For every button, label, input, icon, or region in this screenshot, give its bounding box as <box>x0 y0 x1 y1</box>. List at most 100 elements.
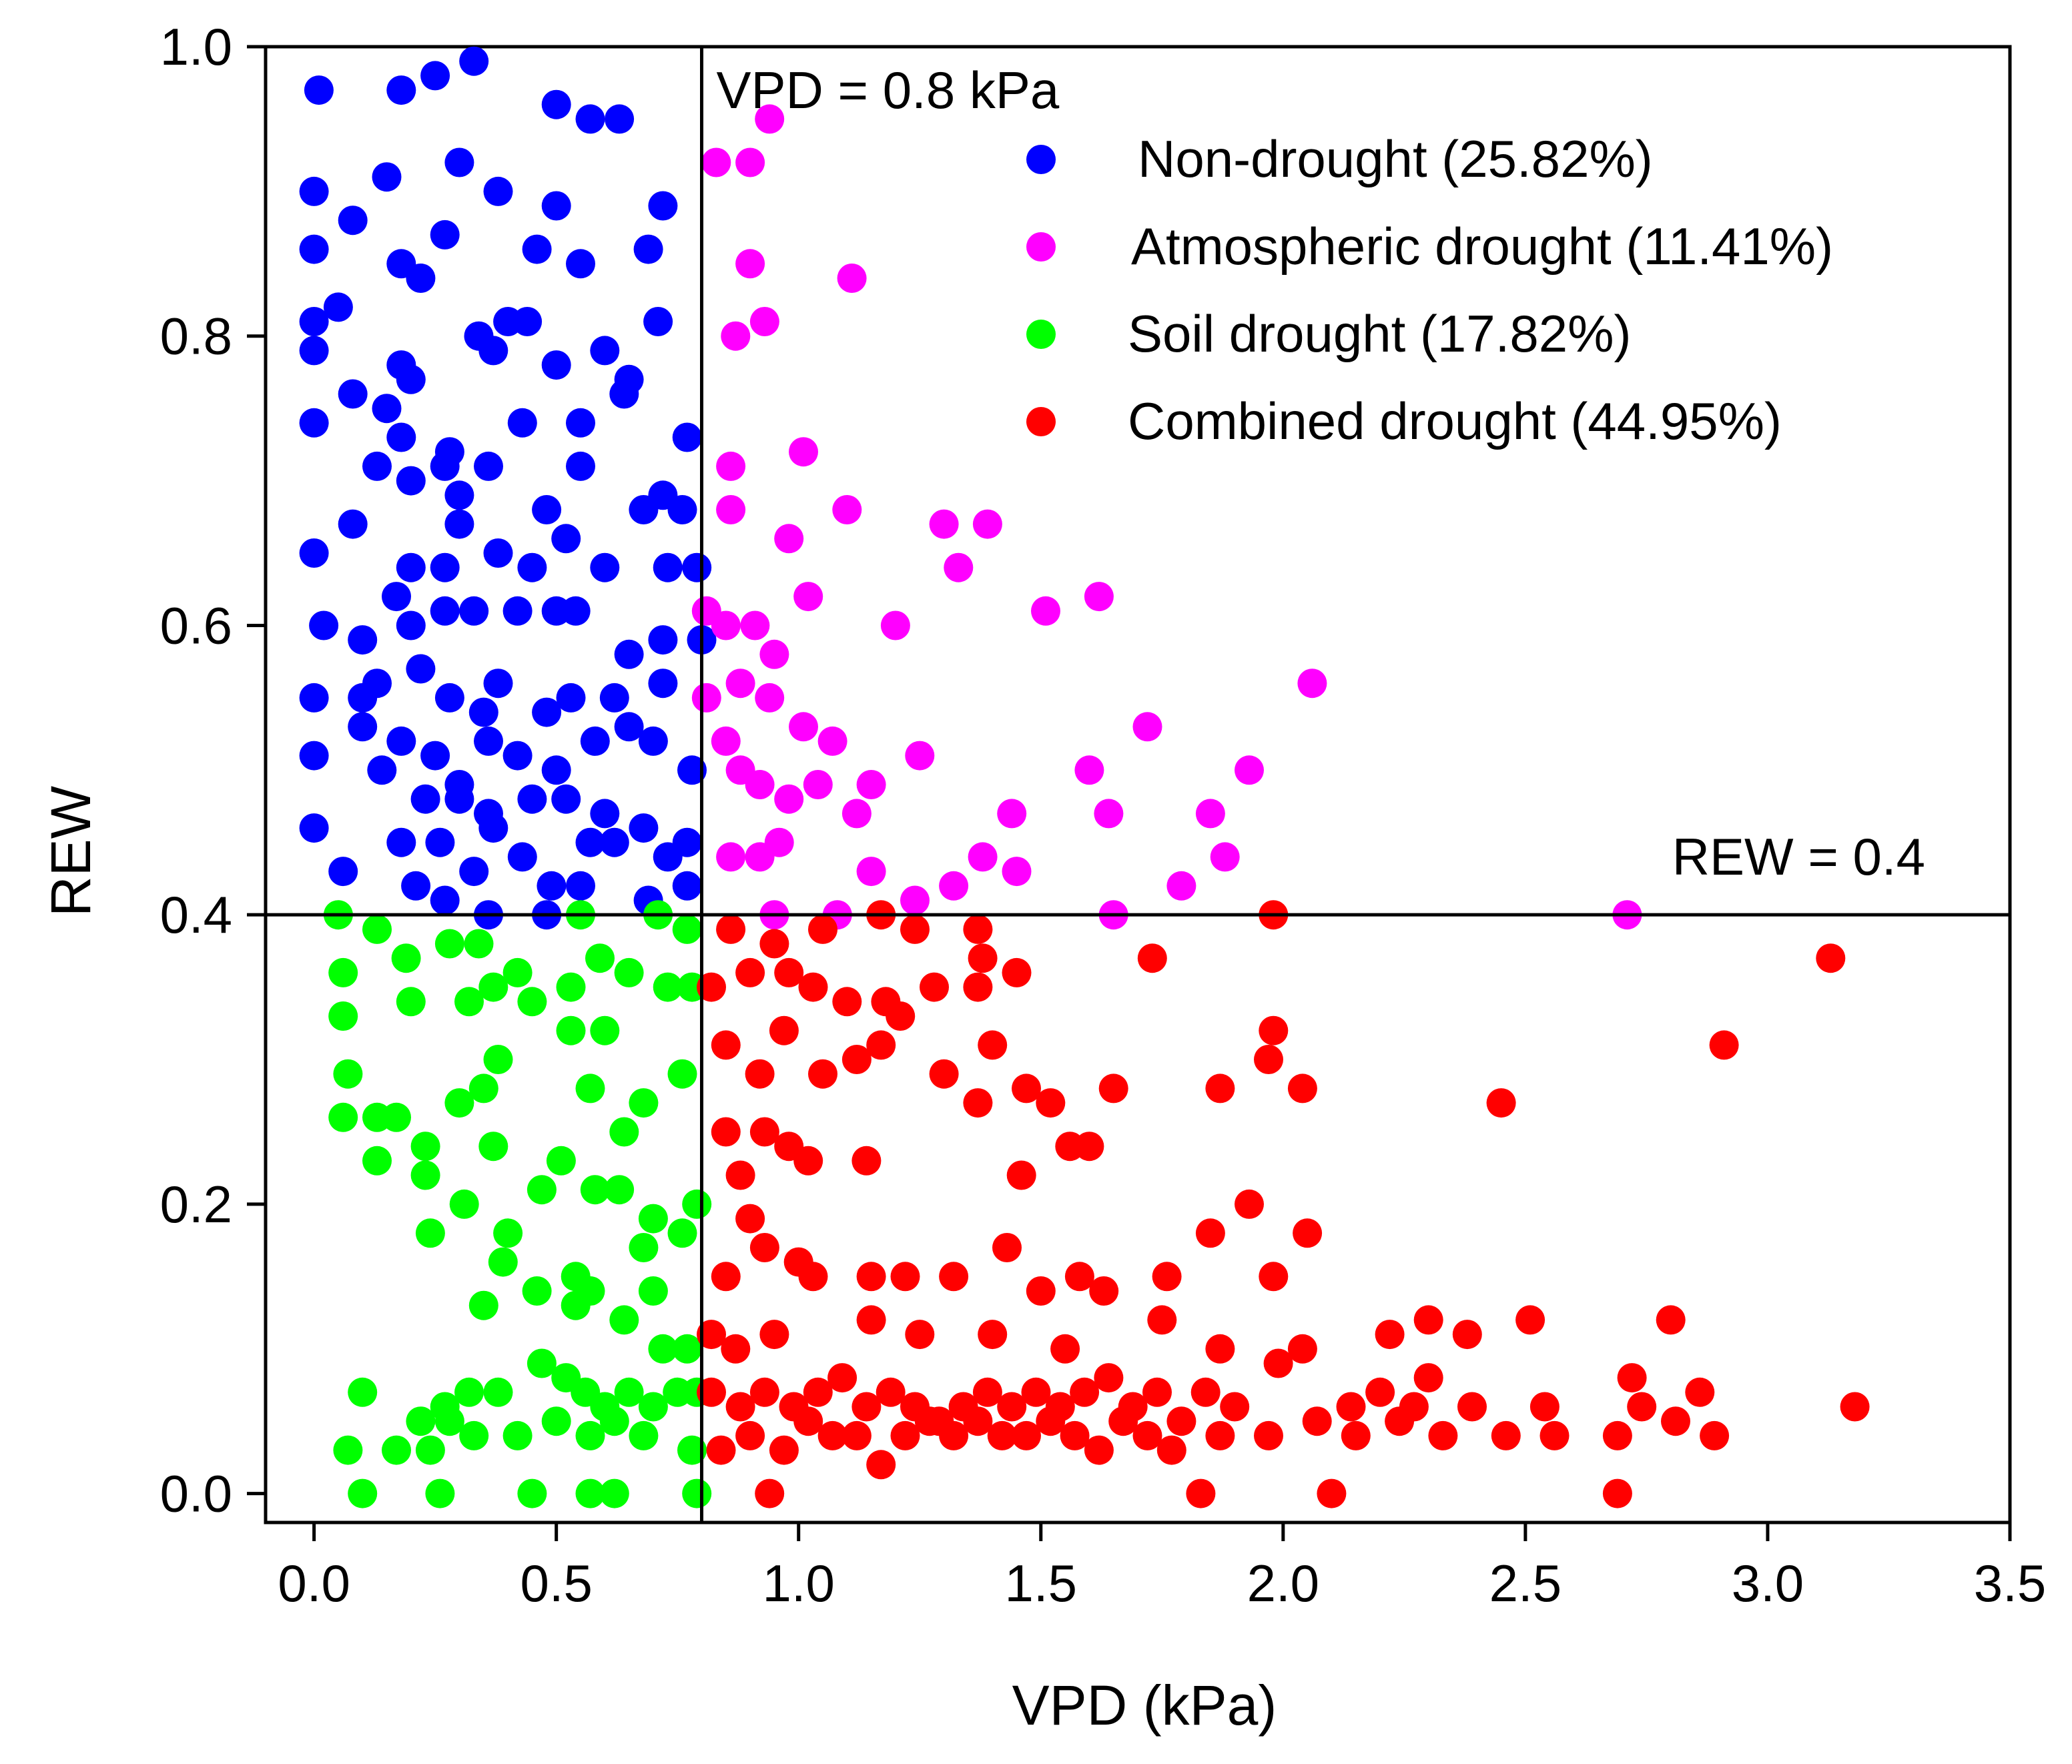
legend: Non-drought (25.82%) Atmospheric drought … <box>1026 129 1833 450</box>
data-point-series-0 <box>386 726 416 756</box>
data-point-series-2 <box>382 1102 411 1132</box>
data-point-series-0 <box>396 552 426 582</box>
data-point-series-0 <box>406 654 436 684</box>
data-point-series-0 <box>459 857 489 887</box>
data-point-series-2 <box>333 1435 363 1465</box>
y-tick-label: 0.8 <box>160 307 232 366</box>
data-point-series-0 <box>590 799 620 829</box>
data-point-series-0 <box>396 364 426 394</box>
data-point-series-0 <box>444 480 474 510</box>
data-point-series-3 <box>1235 1189 1264 1219</box>
data-point-series-1 <box>789 437 818 467</box>
data-point-series-3 <box>1089 1276 1119 1306</box>
data-point-series-3 <box>711 1117 741 1147</box>
data-point-series-2 <box>517 1478 547 1508</box>
data-point-series-1 <box>1031 596 1060 626</box>
data-point-series-0 <box>299 813 329 843</box>
legend-label: Soil drought (17.82%) <box>1128 304 1631 363</box>
data-point-series-0 <box>468 697 498 727</box>
data-point-series-3 <box>992 1233 1022 1262</box>
data-point-series-3 <box>1700 1420 1730 1450</box>
data-point-series-0 <box>406 264 436 293</box>
data-point-series-3 <box>1147 1305 1177 1335</box>
data-point-series-3 <box>1195 1218 1225 1248</box>
data-point-series-0 <box>323 292 353 322</box>
data-point-series-0 <box>507 842 537 872</box>
data-point-series-3 <box>963 972 993 1002</box>
data-point-series-0 <box>507 408 537 438</box>
data-point-series-0 <box>653 552 683 582</box>
data-point-series-3 <box>1840 1392 1870 1422</box>
data-point-series-3 <box>1205 1420 1235 1450</box>
data-point-series-1 <box>817 726 847 756</box>
data-point-series-0 <box>561 596 591 626</box>
data-point-series-0 <box>614 639 644 669</box>
data-point-series-2 <box>677 1435 707 1465</box>
data-point-series-3 <box>851 1146 882 1176</box>
data-point-series-1 <box>1074 755 1104 785</box>
data-point-series-3 <box>1385 1406 1415 1436</box>
data-point-series-0 <box>362 451 392 481</box>
data-point-series-3 <box>759 929 789 959</box>
data-point-series-1 <box>1132 712 1162 742</box>
data-point-series-3 <box>759 1320 789 1350</box>
data-point-series-2 <box>488 1247 518 1277</box>
data-point-series-1 <box>745 770 775 799</box>
data-point-series-1 <box>716 495 746 524</box>
data-point-series-3 <box>1336 1392 1366 1422</box>
data-point-series-3 <box>987 1420 1017 1450</box>
data-point-series-1 <box>793 582 823 612</box>
data-point-series-0 <box>566 249 595 279</box>
data-point-series-1 <box>1166 871 1196 901</box>
data-point-series-3 <box>905 1320 935 1350</box>
data-point-series-1 <box>1084 582 1114 612</box>
data-point-series-3 <box>749 1377 779 1407</box>
data-point-series-3 <box>1428 1420 1458 1450</box>
data-point-series-1 <box>774 784 804 814</box>
data-point-series-3 <box>808 914 837 944</box>
data-point-series-0 <box>434 683 464 713</box>
ticks-layer: 0.0 0.5 1.0 1.5 2.0 2.5 3.0 3.5 0.0 0.2 0.4 0.6 0.8 1… <box>160 17 2047 1613</box>
data-point-series-3 <box>939 1262 969 1292</box>
data-point-series-0 <box>338 205 368 236</box>
data-point-series-3 <box>725 1160 755 1190</box>
data-point-series-3 <box>1259 1015 1289 1045</box>
data-point-series-0 <box>299 538 329 568</box>
data-point-series-3 <box>1152 1262 1182 1292</box>
points-layer <box>299 46 1870 1508</box>
data-point-series-2 <box>478 1132 508 1162</box>
data-point-series-3 <box>803 1377 833 1407</box>
data-point-series-1 <box>711 726 741 756</box>
data-point-series-3 <box>1108 1406 1138 1436</box>
legend-marker <box>1026 320 1056 349</box>
data-point-series-0 <box>672 871 702 901</box>
data-point-series-2 <box>629 1420 659 1450</box>
data-point-series-2 <box>638 1204 668 1234</box>
data-point-series-2 <box>483 1045 513 1074</box>
data-point-series-0 <box>396 610 426 640</box>
data-point-series-0 <box>474 451 503 481</box>
data-point-series-2 <box>599 1406 629 1436</box>
data-point-series-3 <box>876 1377 906 1407</box>
data-point-series-0 <box>517 552 547 582</box>
data-point-series-2 <box>667 1218 697 1248</box>
data-point-series-3 <box>1263 1348 1293 1378</box>
data-point-series-3 <box>1254 1420 1283 1450</box>
data-point-series-0 <box>299 741 329 771</box>
plot-frame <box>264 45 2012 1524</box>
data-point-series-0 <box>629 813 659 843</box>
data-point-series-2 <box>454 987 484 1017</box>
data-point-series-1 <box>716 451 746 481</box>
data-point-series-0 <box>338 509 368 539</box>
data-point-series-0 <box>638 726 668 756</box>
data-point-series-3 <box>745 1059 775 1089</box>
data-point-series-2 <box>502 1420 533 1450</box>
data-point-series-0 <box>633 234 663 264</box>
data-point-series-3 <box>1084 1435 1114 1465</box>
data-point-series-3 <box>711 1030 741 1060</box>
data-point-series-3 <box>1709 1030 1739 1060</box>
data-point-series-1 <box>803 770 833 799</box>
data-point-series-0 <box>575 827 605 857</box>
data-point-series-0 <box>682 552 712 582</box>
